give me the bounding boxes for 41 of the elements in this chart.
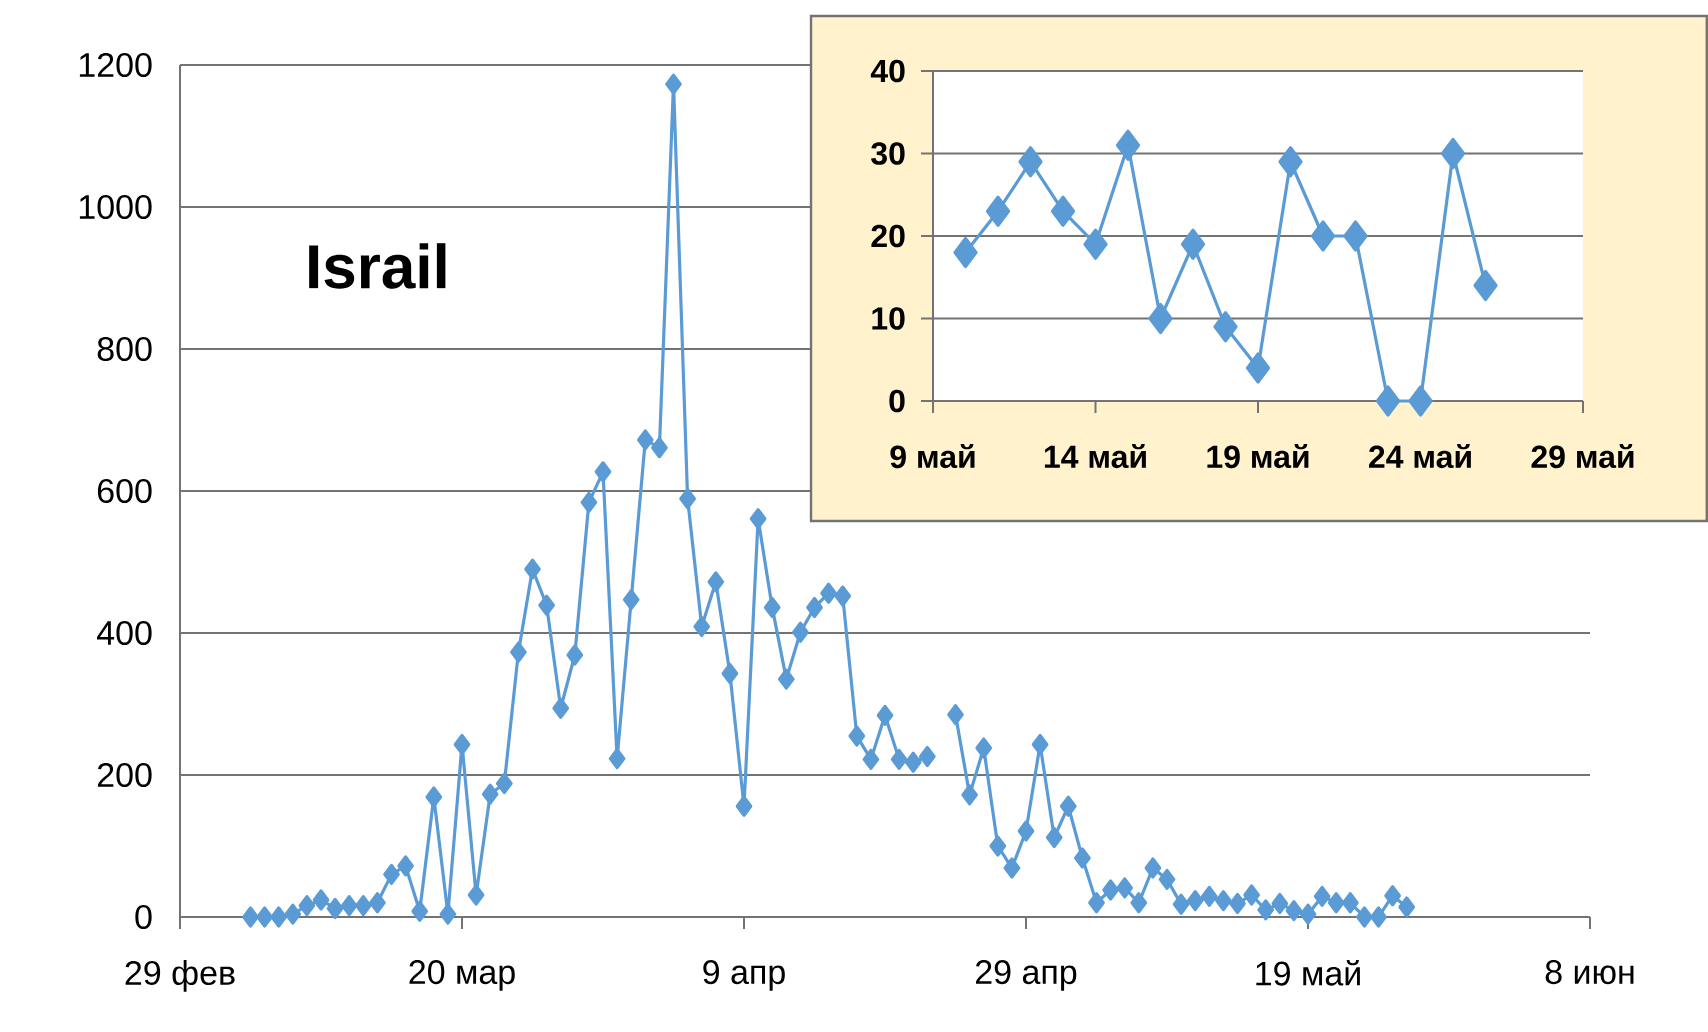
y-tick-label: 400	[97, 620, 152, 646]
y-tick-label: 10	[872, 307, 905, 330]
point	[1408, 385, 1433, 417]
x-tick-label: 9 май	[890, 444, 975, 469]
x-tick-label: 29 май	[1531, 444, 1634, 469]
x-tick-label: 20 мар	[409, 960, 515, 991]
x-tick-label: 9 апр	[703, 960, 785, 991]
point	[1440, 137, 1466, 170]
x-tick-label: 8 июн	[1545, 960, 1634, 985]
point	[1148, 302, 1173, 335]
x-tick-label: 29 апр	[975, 960, 1077, 991]
point	[1473, 269, 1498, 302]
y-tick-label: 0	[889, 389, 905, 413]
point	[1343, 220, 1368, 252]
point	[1375, 385, 1401, 417]
point	[953, 236, 978, 269]
y-tick-label: 600	[97, 478, 152, 504]
x-tick-label: 29 фев	[125, 960, 235, 992]
point	[1115, 129, 1141, 161]
y-tick-label: 800	[97, 336, 152, 362]
x-tick-label: 24 май	[1369, 444, 1471, 469]
y-tick-label: 0	[135, 904, 152, 930]
point	[1083, 228, 1108, 260]
point	[1018, 146, 1043, 178]
point	[1245, 352, 1271, 384]
point	[1180, 228, 1206, 260]
point	[1310, 220, 1336, 252]
y-tick-label: 30	[871, 142, 905, 165]
y-tick-label: 40	[870, 59, 905, 83]
point	[1278, 146, 1303, 178]
point	[985, 195, 1011, 227]
point	[1050, 195, 1076, 227]
y-tick-label: 200	[97, 762, 152, 788]
point	[1213, 311, 1238, 343]
x-tick-label: 19 май	[1256, 960, 1360, 986]
y-tick-label: 20	[871, 224, 905, 248]
text: Israil	[309, 243, 446, 289]
y-tick-label: 1000	[79, 194, 152, 220]
x-tick-label: 19 май	[1207, 444, 1309, 469]
y-tick-label: 1200	[79, 52, 152, 78]
x-tick-label: 14 май	[1044, 444, 1146, 469]
